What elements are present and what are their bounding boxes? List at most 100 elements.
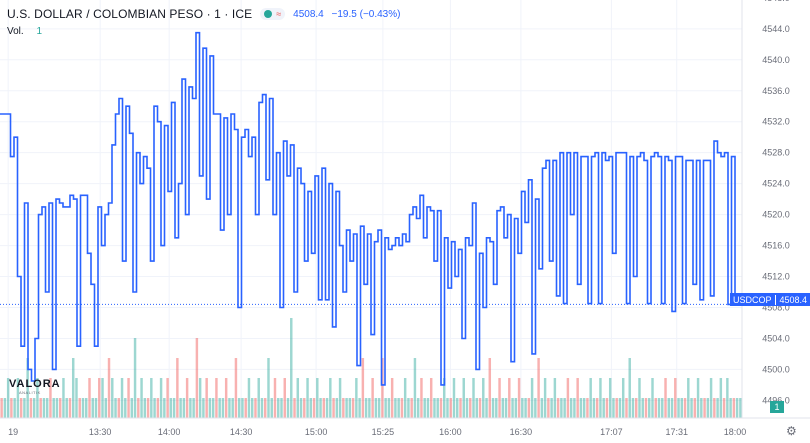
volume-bar	[722, 398, 726, 418]
volume-bar	[280, 398, 283, 418]
volume-bars	[0, 318, 742, 418]
x-tick-label: 18:00	[724, 427, 747, 437]
volume-bar	[661, 398, 664, 418]
volume-bar	[75, 378, 78, 418]
volume-bar	[39, 398, 42, 418]
volume-bar	[192, 398, 195, 418]
volume-bar	[605, 398, 609, 418]
volume-bar	[703, 398, 706, 418]
volume-bar	[560, 398, 563, 418]
volume-bar	[338, 378, 342, 418]
volume-bar	[690, 398, 693, 418]
volume-bar	[706, 398, 710, 418]
volume-bar	[446, 398, 449, 418]
volume-bar	[709, 378, 713, 418]
volume-bar	[120, 378, 124, 418]
volume-bar	[104, 398, 107, 418]
symbol-title[interactable]: U.S. DOLLAR / COLOMBIAN PESO · 1 · ICE	[7, 7, 253, 21]
y-tick-label: 4548.0	[762, 0, 790, 3]
x-tick-label: 14:00	[158, 427, 181, 437]
volume-bar	[62, 378, 65, 418]
y-tick-label: 4536.0	[762, 86, 790, 96]
volume-bar	[374, 398, 378, 418]
volume-bar	[693, 398, 697, 418]
volume-bar	[569, 398, 573, 418]
volume-bar	[403, 378, 407, 418]
volume-bar	[667, 398, 671, 418]
volume-bar	[739, 398, 742, 418]
volume-bar	[670, 398, 674, 418]
volume-bar	[517, 378, 521, 418]
volume-bar	[390, 378, 394, 418]
volume-bar	[501, 398, 505, 418]
volume-bar	[228, 398, 231, 418]
volume-bar	[189, 398, 192, 418]
volume-bar	[6, 378, 10, 418]
volume-bar	[156, 398, 160, 418]
volume-bar	[55, 398, 59, 418]
volume-bar	[416, 398, 420, 418]
volume-bar	[322, 398, 326, 418]
volume-bar	[621, 378, 625, 418]
volume-bar	[205, 378, 208, 418]
volume-bar	[26, 358, 29, 418]
volume-bar	[397, 398, 400, 418]
volume-bar	[368, 398, 371, 418]
volume-bar	[664, 378, 667, 418]
volume-bar	[439, 398, 443, 418]
market-status[interactable]: ≈	[260, 8, 286, 20]
logo-name: VALORA	[9, 378, 61, 390]
volume-bar	[114, 398, 117, 418]
volume-bar	[556, 398, 560, 418]
volume-bar	[143, 398, 147, 418]
volume-bar	[277, 398, 280, 418]
volume-bar	[215, 378, 218, 418]
volume-bar	[459, 398, 462, 418]
volume-bar	[508, 378, 511, 418]
volume-bar	[293, 398, 296, 418]
volume-bar	[355, 378, 358, 418]
volume-bar	[700, 398, 703, 418]
volume-bar	[107, 358, 111, 418]
volume-bar	[150, 378, 153, 418]
volume-bar	[208, 398, 212, 418]
volume-bar	[566, 378, 570, 418]
volume-bar	[254, 398, 257, 418]
y-tick-label: 4508.0	[762, 303, 790, 313]
y-tick-label: 4500.0	[762, 364, 790, 374]
volume-bar	[429, 378, 433, 418]
volume-bar	[530, 378, 534, 418]
y-tick-label: 4516.0	[762, 241, 790, 251]
volume-bar	[462, 378, 465, 418]
volume-bar	[521, 398, 524, 418]
volume-bar	[260, 398, 264, 418]
volume-bar	[625, 398, 628, 418]
volume-bar	[234, 358, 238, 418]
price-tag-symbol: USDCOP	[730, 294, 776, 305]
volume-bar	[641, 398, 644, 418]
volume-bar	[124, 398, 127, 418]
volume-bar	[387, 398, 391, 418]
price-tag-value: 4508.4	[779, 294, 808, 305]
volume-bar	[615, 398, 618, 418]
volume-bar	[488, 358, 492, 418]
volume-bar	[361, 358, 365, 418]
volume-bar	[377, 398, 381, 418]
volume-bar	[348, 398, 352, 418]
volume-bar	[273, 378, 277, 418]
volume-label: Vol.	[7, 26, 24, 37]
volume-bar	[553, 378, 557, 418]
volume-bar	[94, 398, 98, 418]
logo-tagline: ANALITIK	[19, 390, 41, 395]
volume-bar	[534, 398, 537, 418]
settings-gear-icon[interactable]: ⚙	[786, 424, 797, 438]
volume-bar	[573, 398, 576, 418]
volume-legend[interactable]: Vol. 1	[7, 26, 42, 37]
volume-bar	[133, 338, 137, 418]
x-tick-label: 13:30	[89, 427, 112, 437]
volume-bar	[78, 398, 81, 418]
market-open-dot-icon	[264, 10, 273, 18]
volume-bar	[449, 398, 452, 418]
volume-bar	[687, 378, 690, 418]
